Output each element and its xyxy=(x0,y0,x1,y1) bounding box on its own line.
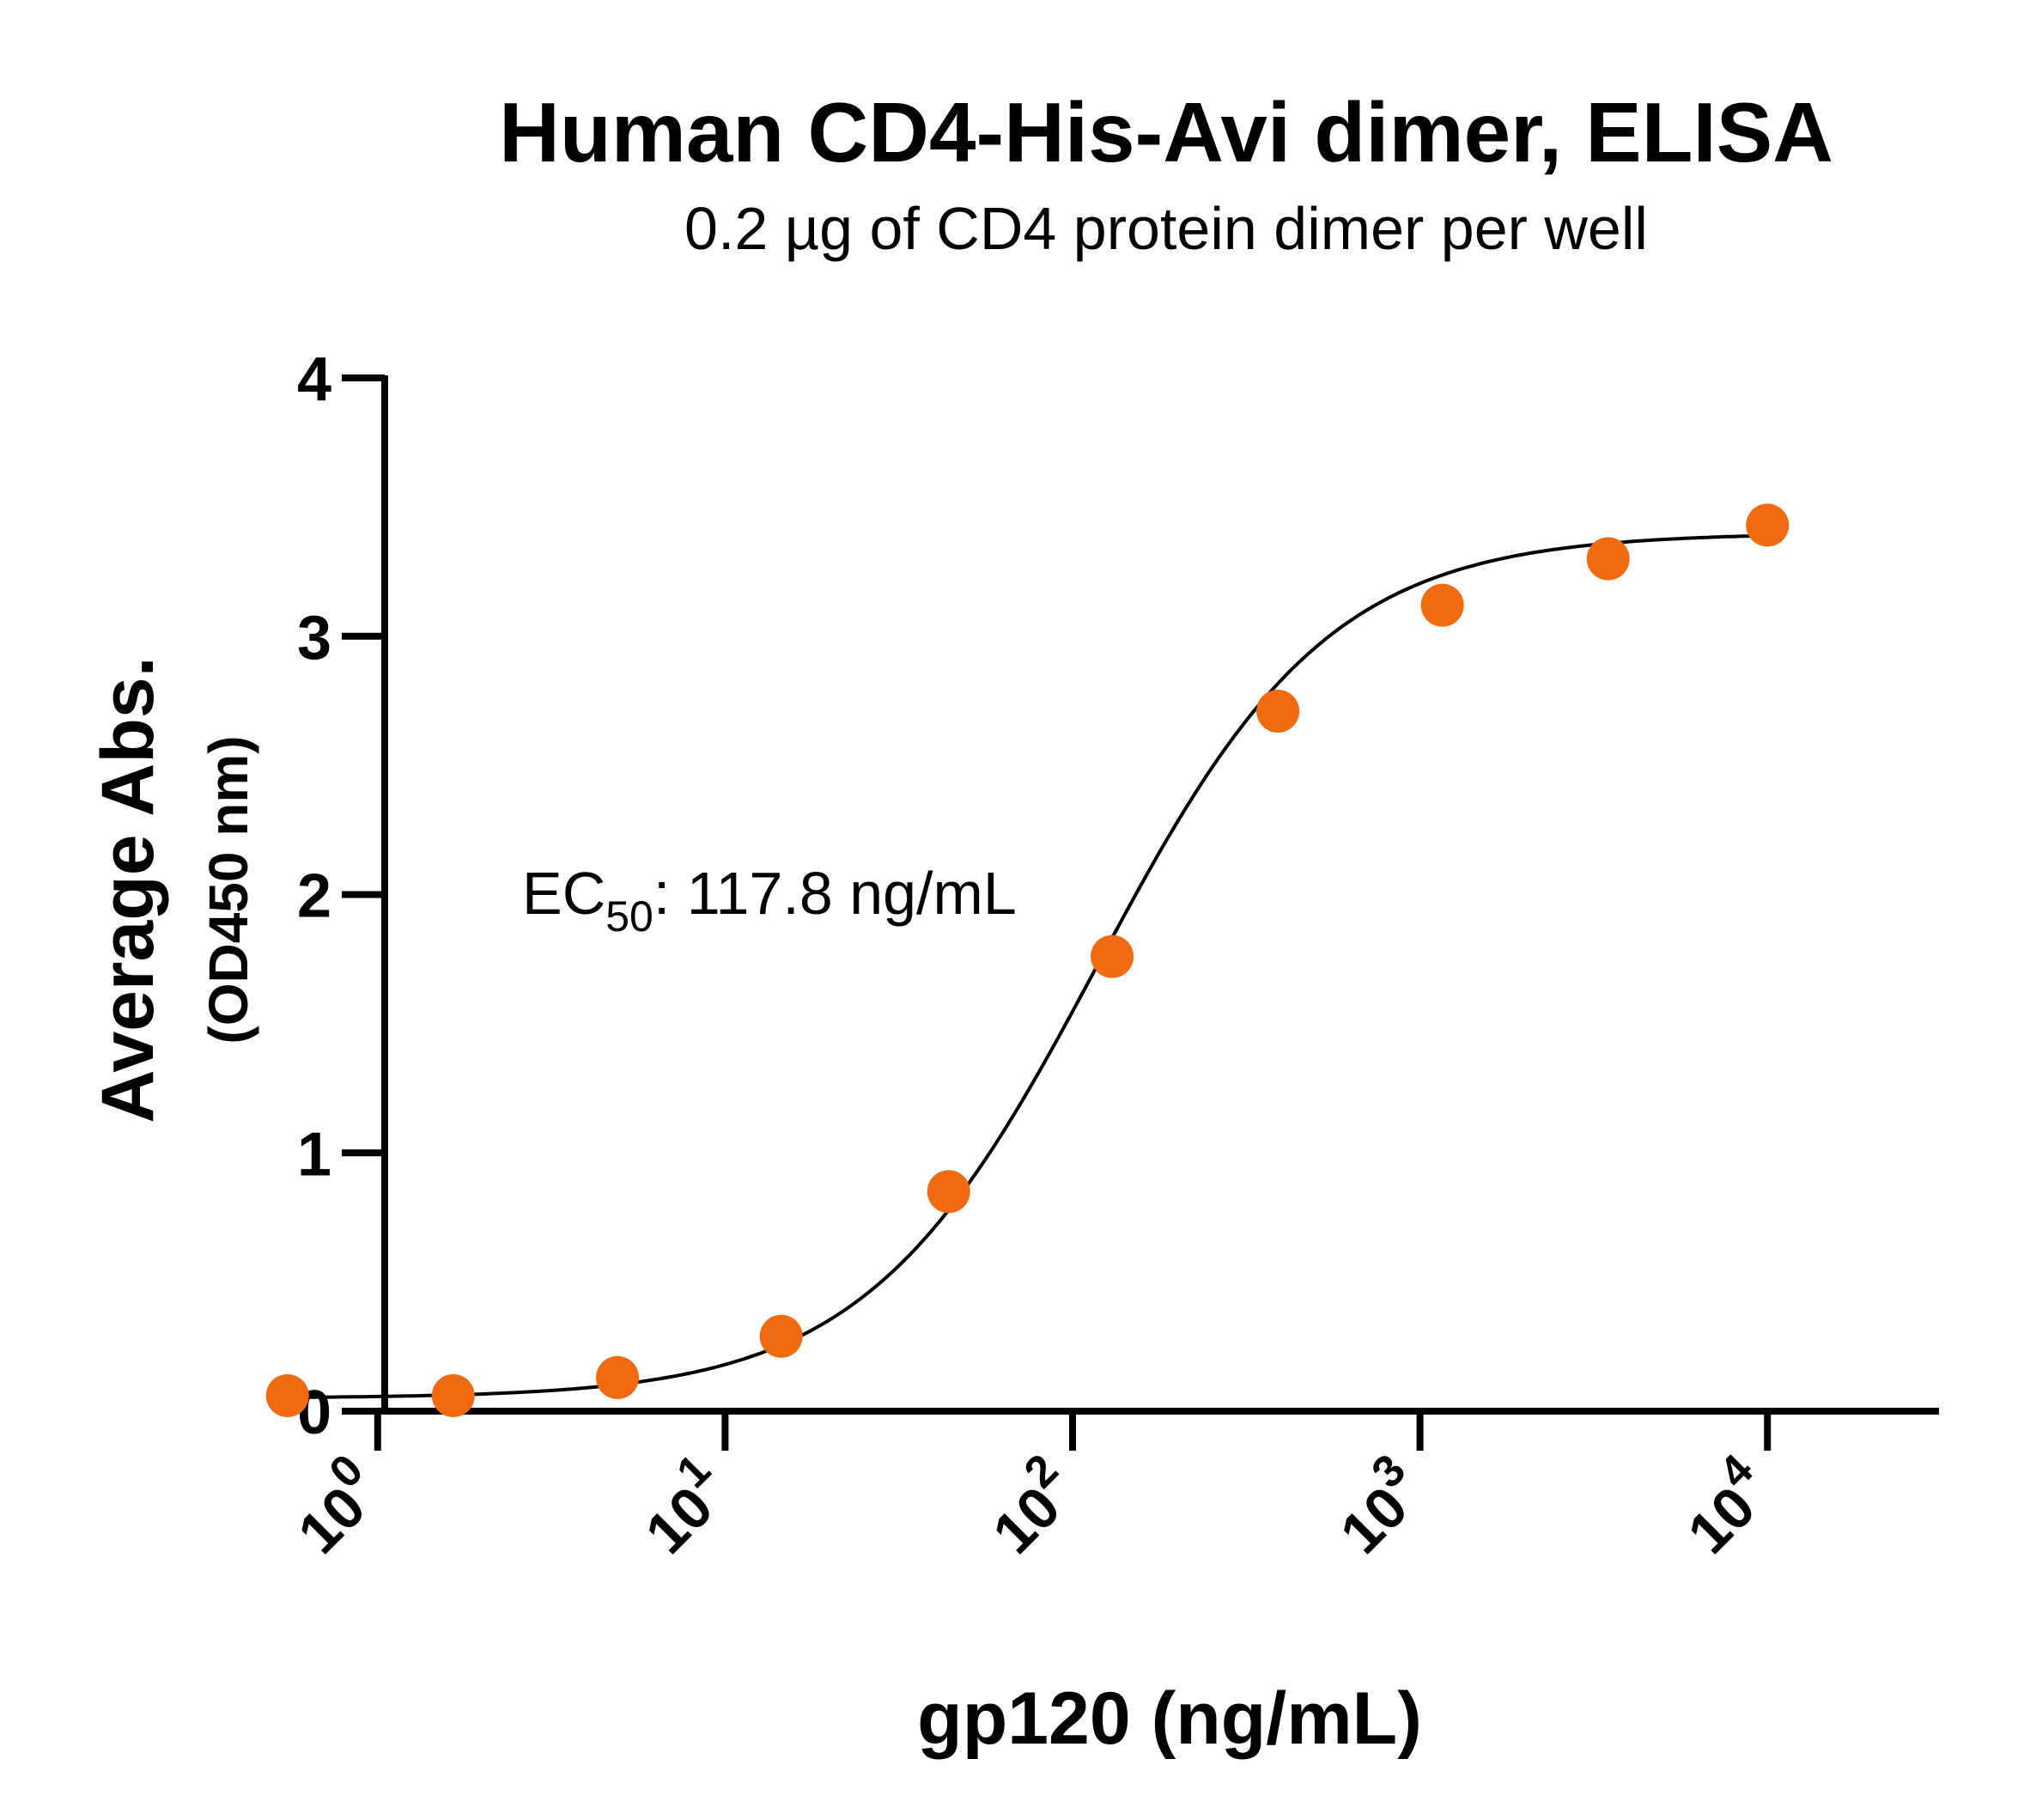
data-points xyxy=(265,503,1790,1417)
data-point xyxy=(1091,934,1134,978)
data-point xyxy=(927,1170,970,1214)
ec50-prefix: EC xyxy=(522,860,605,927)
data-point xyxy=(759,1314,803,1358)
x-tick-label: 103 xyxy=(1316,1445,1438,1566)
x-tick-label: 104 xyxy=(1664,1445,1785,1566)
chart-subtitle: 0.2 µg of CD4 protein dimer per well xyxy=(684,195,1648,262)
chart-title: Human CD4-His-Avi dimer, ELISA xyxy=(499,85,1833,180)
y-tick-label: 4 xyxy=(297,345,331,414)
y-axis-label-group: Average Abs. (OD450 nm) xyxy=(87,656,259,1123)
y-tick-label: 2 xyxy=(297,862,331,931)
x-axis-label: gp120 (ng/mL) xyxy=(917,1677,1422,1760)
data-point xyxy=(596,1355,640,1399)
y-tick-label: 3 xyxy=(297,604,331,673)
y-axis-label: Average Abs. xyxy=(87,656,169,1123)
x-tick-label-text: 102 xyxy=(969,1445,1090,1566)
data-point xyxy=(431,1373,475,1417)
x-tick-label-text: 103 xyxy=(1316,1445,1438,1566)
data-point xyxy=(1420,583,1464,627)
data-point xyxy=(1746,503,1790,547)
data-point xyxy=(265,1373,309,1417)
x-tick-label: 100 xyxy=(274,1445,395,1566)
x-tick-label: 101 xyxy=(622,1445,743,1566)
ec50-subscript: 50 xyxy=(605,892,653,940)
ec50-annotation: EC50: 117.8 ng/mL xyxy=(522,860,1017,940)
fit-curve-group xyxy=(273,533,1768,1400)
data-point xyxy=(1586,537,1630,581)
y-tick-label: 1 xyxy=(297,1120,331,1189)
data-point xyxy=(1256,689,1300,733)
x-tick-label-text: 101 xyxy=(622,1445,743,1566)
x-tick-label: 102 xyxy=(969,1445,1090,1566)
y-axis-sublabel: (OD450 nm) xyxy=(198,735,259,1044)
fit-curve xyxy=(273,533,1768,1400)
x-tick-label-text: 100 xyxy=(274,1445,395,1566)
x-tick-label-text: 104 xyxy=(1664,1445,1785,1566)
ec50-value: : 117.8 ng/mL xyxy=(653,860,1017,927)
